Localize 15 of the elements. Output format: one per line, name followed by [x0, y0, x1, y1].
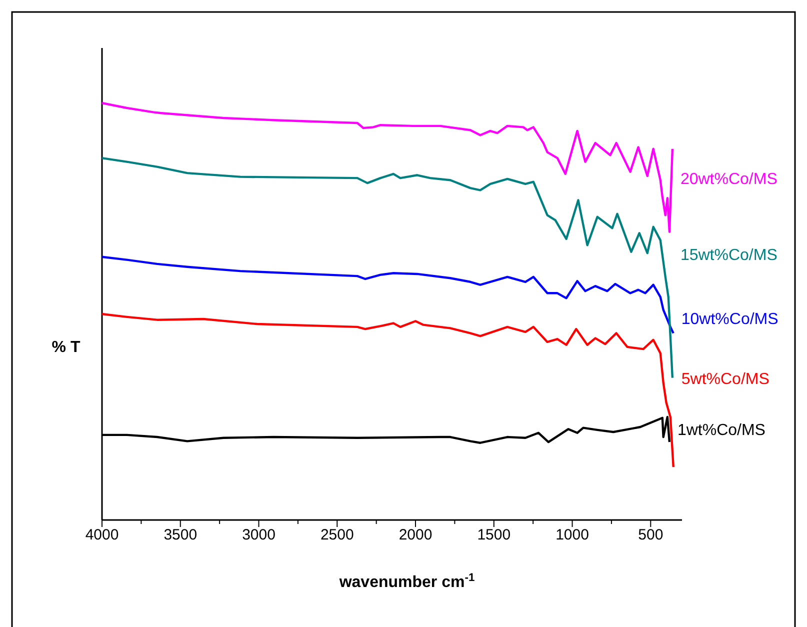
series-label: 5wt%Co/MS: [681, 371, 770, 388]
series-label: 15wt%Co/MS: [680, 247, 778, 264]
x-tick-label: 4000: [85, 526, 119, 544]
x-axis-title: wavenumber cm$^{-1}$: [338, 572, 475, 591]
y-axis-title: % T: [52, 339, 80, 356]
x-tick-label: 2000: [398, 526, 432, 544]
x-tick-label: 1500: [477, 526, 511, 544]
series-label: 10wt%Co/MS: [681, 311, 778, 328]
x-tick-label: 3000: [242, 526, 276, 544]
x-tick-label: 500: [638, 526, 664, 544]
x-tick-label: 1000: [556, 526, 589, 544]
x-tick-label: 3500: [164, 526, 198, 544]
series-label: 20wt%Co/MS: [680, 171, 778, 188]
x-tick-label: 2500: [320, 526, 354, 544]
series-label: 1wt%Co/MS: [677, 422, 766, 439]
